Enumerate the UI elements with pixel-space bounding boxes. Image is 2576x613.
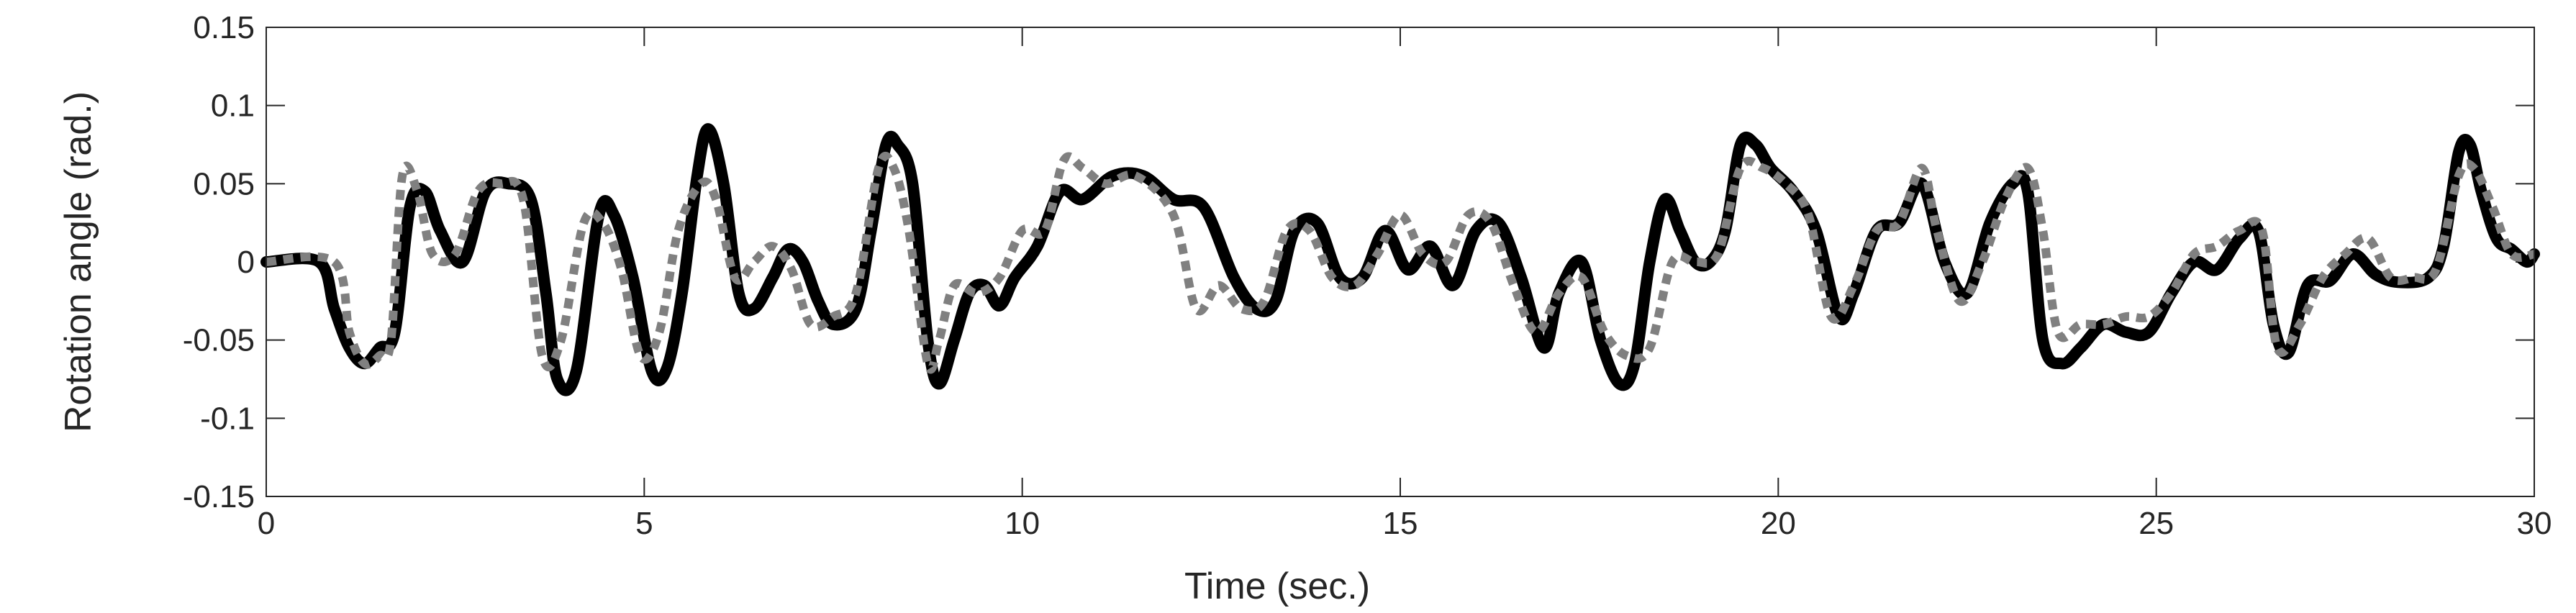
y-axis-label: Rotation angle (rad.) <box>58 91 99 432</box>
x-axis-label: Time (sec.) <box>1184 566 1370 607</box>
y-tick-label: -0.15 <box>183 479 255 514</box>
x-tick-label: 5 <box>635 506 653 541</box>
series-layer <box>260 123 2540 396</box>
series-solid-line <box>260 123 2540 396</box>
y-tick-label: -0.05 <box>183 323 255 358</box>
y-tick-label: 0.05 <box>193 166 255 201</box>
y-tick-label: 0 <box>237 245 255 280</box>
x-tick-label: 20 <box>1761 506 1796 541</box>
x-tick-label: 15 <box>1383 506 1418 541</box>
y-tick-label: -0.1 <box>200 401 255 436</box>
x-tick-label: 0 <box>258 506 275 541</box>
y-tick-label: 0.15 <box>193 10 255 45</box>
x-tick-label: 25 <box>2139 506 2174 541</box>
plot-frame <box>266 27 2535 497</box>
x-tick-label: 10 <box>1004 506 1040 541</box>
x-tick-label: 30 <box>2517 506 2552 541</box>
tick-labels: 0 5 10 15 20 25 30 0.15 0.1 0.05 0 -0.05 -0.1 -0.15 <box>183 10 2552 541</box>
y-tick-label: 0.1 <box>211 88 255 124</box>
